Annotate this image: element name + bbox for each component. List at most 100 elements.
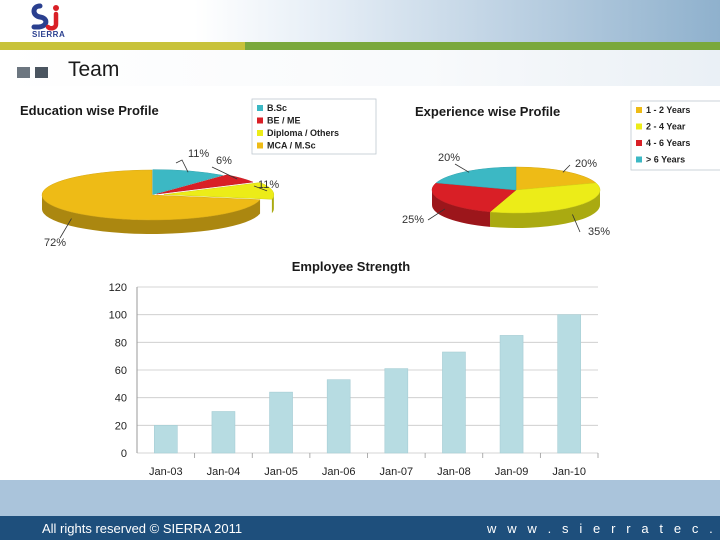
pie-slice xyxy=(152,169,223,195)
website-link[interactable]: w w w . s i e r r a t e c . c o m xyxy=(487,521,717,540)
pie-side-1 xyxy=(490,190,600,228)
x-tick-label: Jan-10 xyxy=(552,466,586,478)
pie-data-label: 25% xyxy=(402,214,424,226)
leader-line xyxy=(454,163,470,173)
leader-line xyxy=(59,218,72,239)
leader-line xyxy=(572,214,581,233)
pie-data-label: 6% xyxy=(216,155,232,167)
pie-data-label: 11% xyxy=(258,179,279,191)
pie-slice xyxy=(431,182,517,213)
bar-chart-title: Employee Strength xyxy=(292,259,411,274)
experience-chart: Experience wise Profile 20% 35% 25% 20% 1 -… xyxy=(402,100,720,238)
legend-entry: BE / ME xyxy=(267,116,301,126)
pie-data-label: 72% xyxy=(44,237,66,249)
legend-swatch xyxy=(257,142,263,149)
experience-pie xyxy=(431,166,601,228)
accent-stripe-green xyxy=(245,42,720,50)
bar xyxy=(442,351,466,454)
accent-stripe-yellow xyxy=(0,42,245,50)
education-legend: B.Sc BE / ME Diploma / Others MCA / M.Sc xyxy=(251,98,377,155)
legend-box xyxy=(630,100,720,171)
pie-slice xyxy=(435,166,517,191)
leader-line xyxy=(211,166,238,180)
education-chart-title: Education wise Profile xyxy=(20,103,159,118)
legend-entry: > 6 Years xyxy=(646,155,685,165)
legend-entry: B.Sc xyxy=(267,103,287,113)
legend-swatch xyxy=(636,156,642,163)
legend-entry: 4 - 6 Years xyxy=(646,138,690,148)
pie-side-2 xyxy=(432,190,491,227)
title-band xyxy=(0,50,720,86)
pie-data-label: 35% xyxy=(588,226,610,238)
pie-slice xyxy=(515,166,597,191)
pie-data-label: 20% xyxy=(438,152,460,164)
pie-slice xyxy=(156,174,254,195)
y-tick-label: 0 xyxy=(121,448,127,460)
legend-entry: Diploma / Others xyxy=(267,128,339,138)
education-pie-labels: 11% 6% 11% 72% xyxy=(44,148,279,249)
bar-chart-bars xyxy=(154,314,581,454)
pie-slice xyxy=(163,182,275,200)
pie-side-2 xyxy=(271,194,274,214)
y-tick-label: 80 xyxy=(115,337,127,349)
y-tick-label: 60 xyxy=(115,365,127,377)
legend-swatch xyxy=(636,107,642,113)
legend-swatch xyxy=(636,123,642,130)
sierra-logo xyxy=(31,3,59,31)
legend-swatch xyxy=(257,117,263,124)
legend-entry: 1 - 2 Years xyxy=(646,105,690,115)
bar-chart-grid xyxy=(136,286,598,454)
bar xyxy=(154,425,178,454)
x-tick-label: Jan-08 xyxy=(437,466,471,478)
legend-box xyxy=(251,98,377,155)
header-band xyxy=(0,0,720,42)
bar xyxy=(269,391,293,454)
pie-data-label: 11% xyxy=(188,148,209,160)
slide-title: Team xyxy=(68,58,120,81)
leader-line xyxy=(562,164,571,173)
legend-swatch xyxy=(257,130,263,136)
employee-strength-chart: Employee Strength 0 20 40 60 80 100 120 Jan-03… xyxy=(109,259,599,478)
legend-swatch xyxy=(636,140,642,146)
bar-chart-x-ticks: Jan-03 Jan-04 Jan-05 Jan-06 Jan-07 Jan-08 Jan-… xyxy=(149,453,599,478)
y-tick-label: 20 xyxy=(115,420,127,432)
bar xyxy=(326,379,351,454)
pie-slice xyxy=(489,182,601,214)
bar-chart-y-ticks: 0 20 40 60 80 100 120 xyxy=(109,282,127,460)
x-tick-label: Jan-04 xyxy=(207,466,241,478)
title-bullet-square xyxy=(17,67,30,78)
bar xyxy=(211,411,236,454)
experience-chart-title: Experience wise Profile xyxy=(415,104,560,119)
education-pie xyxy=(41,169,275,234)
experience-pie-labels: 20% 35% 25% 20% xyxy=(402,152,610,238)
x-tick-label: Jan-05 xyxy=(264,466,298,478)
footer-bar xyxy=(0,516,720,540)
leader-line xyxy=(427,208,446,221)
y-tick-label: 40 xyxy=(115,393,127,405)
pie-slice xyxy=(41,169,261,221)
bar xyxy=(384,368,409,454)
y-tick-label: 120 xyxy=(109,282,127,294)
copyright-text: All rights reserved © SIERRA 2011 xyxy=(42,521,243,536)
legend-swatch xyxy=(257,105,263,111)
legend-entry: MCA / M.Sc xyxy=(267,141,316,151)
x-tick-label: Jan-07 xyxy=(379,466,413,478)
y-tick-label: 100 xyxy=(109,310,127,322)
bar xyxy=(557,314,581,454)
experience-legend: 1 - 2 Years 2 - 4 Year 4 - 6 Years > 6 Year… xyxy=(630,100,720,171)
x-tick-label: Jan-09 xyxy=(495,466,529,478)
leader-line xyxy=(253,185,268,192)
legend-entry: 2 - 4 Year xyxy=(646,122,686,132)
pie-side-3 xyxy=(42,195,261,234)
x-tick-label: Jan-03 xyxy=(149,466,183,478)
pie-data-label: 20% xyxy=(575,158,597,170)
logo-text: SIERRA xyxy=(32,30,66,39)
leader-line xyxy=(175,159,189,173)
bar xyxy=(499,335,524,454)
title-bullet-square xyxy=(35,67,48,78)
footer-band xyxy=(0,480,720,516)
x-tick-label: Jan-06 xyxy=(322,466,356,478)
education-chart: Education wise Profile 11%6%11%72% B.ScB… xyxy=(20,98,377,249)
